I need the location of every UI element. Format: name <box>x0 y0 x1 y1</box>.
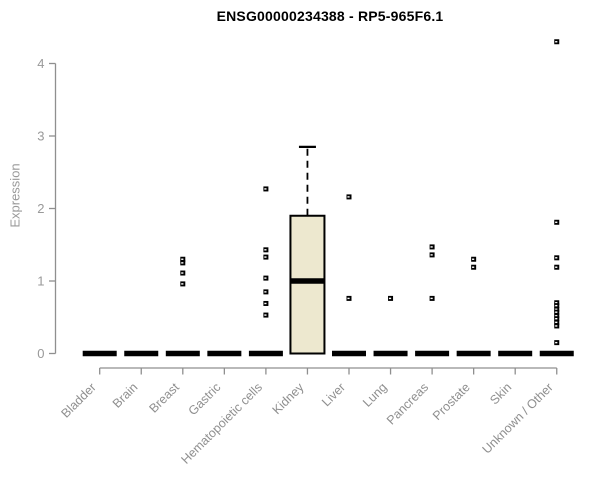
outlier-point-notch <box>264 291 267 293</box>
y-tick-label: 4 <box>37 56 44 71</box>
chart-title: ENSG00000234388 - RP5-965F6.1 <box>216 8 444 24</box>
outlier-point-notch <box>264 249 267 251</box>
outlier-point-notch <box>264 314 267 316</box>
median-bar <box>290 278 325 284</box>
x-category-label: Breast <box>146 380 182 416</box>
median-bar <box>373 350 408 357</box>
x-category-label: Bladder <box>58 380 98 420</box>
outlier-point-notch <box>555 341 558 344</box>
outlier-point-notch <box>555 321 558 324</box>
median-bar <box>248 350 283 357</box>
outlier-point-notch <box>555 315 558 317</box>
outlier-point-notch <box>181 262 184 264</box>
box-body <box>289 214 326 355</box>
median-bar <box>82 350 117 357</box>
outlier-point-notch <box>430 254 433 256</box>
outlier-point-notch <box>555 221 558 223</box>
x-category-label: Lung <box>360 380 390 410</box>
outlier-point-notch <box>555 266 558 268</box>
outlier-point-notch <box>555 304 558 307</box>
median-bar <box>332 350 366 357</box>
outlier-point-notch <box>555 302 558 304</box>
x-category-label: Kidney <box>270 380 307 417</box>
y-tick-label: 1 <box>37 274 44 289</box>
outlier-point-notch <box>555 257 558 259</box>
median-bar <box>207 350 242 357</box>
outlier-point-notch <box>430 297 433 300</box>
outlier-point-notch <box>555 325 558 327</box>
y-tick-label: 3 <box>37 129 44 144</box>
x-category-label: Skin <box>487 380 514 407</box>
outlier-point-notch <box>264 256 267 258</box>
outlier-point-notch <box>472 266 475 268</box>
x-category-label: Liver <box>319 380 348 409</box>
outlier-point-notch <box>181 258 184 260</box>
y-tick-label: 2 <box>37 201 44 216</box>
median-bar <box>498 350 533 357</box>
outlier-point-notch <box>181 283 184 285</box>
y-tick-label: 0 <box>37 346 44 361</box>
outlier-point-notch <box>555 318 558 320</box>
x-category-label: Hematopoietic cells <box>178 380 265 467</box>
outlier-point-notch <box>264 302 267 305</box>
median-bar <box>165 350 200 357</box>
outlier-point-notch <box>347 297 350 300</box>
median-bar <box>539 350 574 357</box>
outlier-point-notch <box>264 277 267 279</box>
outlier-point-notch <box>264 188 267 190</box>
outlier-point-notch <box>555 311 558 313</box>
outlier-point-notch <box>181 272 184 274</box>
outlier-point-notch <box>430 246 433 248</box>
x-category-label: Brain <box>110 380 141 411</box>
median-bar <box>456 350 491 357</box>
outlier-point-notch <box>388 297 392 300</box>
outlier-point-notch <box>347 196 350 198</box>
outlier-point-notch <box>555 308 558 310</box>
x-category-label: Pancreas <box>384 380 431 427</box>
outlier-point-notch <box>555 41 558 43</box>
x-category-label: Unknown / Other <box>480 380 556 456</box>
x-category-label: Gastric <box>186 380 224 418</box>
median-bar <box>415 350 450 357</box>
median-bar <box>124 350 159 357</box>
x-category-label: Prostate <box>430 380 473 423</box>
outlier-point-notch <box>472 258 475 260</box>
